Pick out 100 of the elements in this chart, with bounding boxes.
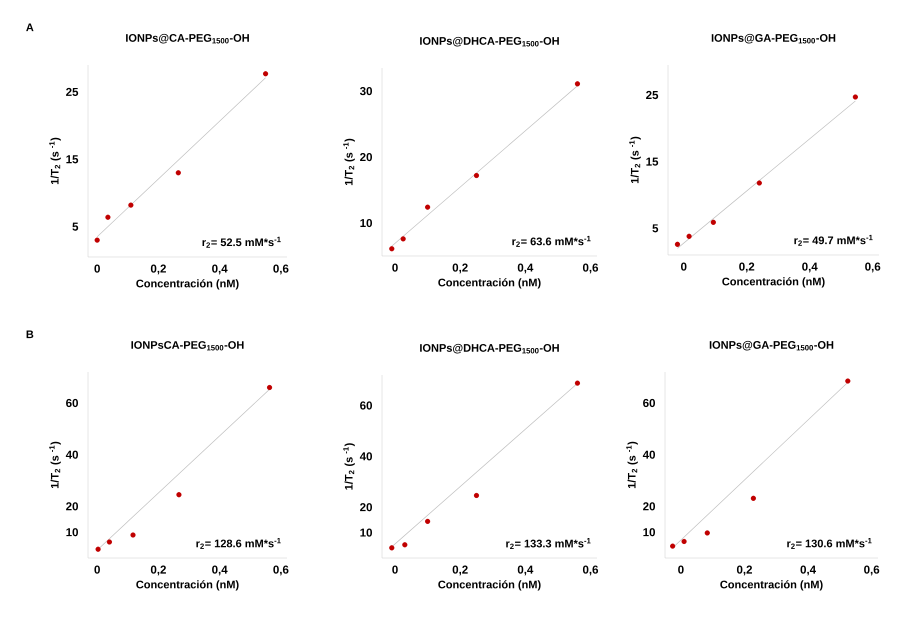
x-tick-label: 0 <box>94 566 100 574</box>
x-tick-label: 0,4 <box>802 262 818 272</box>
y-tick-label: 60 <box>360 401 372 410</box>
x-tick-label: 0,6 <box>582 264 598 274</box>
x-axis-title: Concentración (nM) <box>722 277 825 288</box>
y-tick-label: 10 <box>360 218 372 228</box>
point <box>756 180 762 186</box>
y-tick-label: 40 <box>66 450 78 459</box>
y-tick-label: 10 <box>360 528 372 537</box>
annotation: r$_{2}$= 130.6 mM*s$^{-1}$ <box>787 538 872 549</box>
x-axis-title: Concentración (nM) <box>136 580 239 591</box>
y-tick-label: 10 <box>643 528 656 536</box>
point <box>474 492 480 498</box>
text: B <box>26 330 34 338</box>
point <box>704 530 710 536</box>
point <box>105 214 110 220</box>
x-tick-label: 0 <box>392 264 398 272</box>
point <box>402 542 408 548</box>
point <box>106 539 112 545</box>
point <box>130 532 136 538</box>
chart-title: IONPsCA-PEG$_{1500}$-OH <box>131 341 244 350</box>
y-tick-label: 30 <box>360 87 372 96</box>
x-tick-label: 0,2 <box>452 264 468 274</box>
annotation: r$_{2}$= 133.3 mM*s$^{-1}$ <box>506 538 591 549</box>
annotation: r$_{2}$= 128.6 mM*s$^{-1}$ <box>196 538 281 549</box>
y-tick-label: 15 <box>646 158 658 166</box>
point <box>262 71 268 76</box>
point <box>389 246 394 252</box>
y-tick-label: 25 <box>66 88 78 96</box>
y-tick-label: 15 <box>66 155 78 164</box>
x-tick-label: 0,4 <box>518 264 534 274</box>
x-tick-label: 0,6 <box>864 566 880 576</box>
x-tick-label: 0,2 <box>739 262 754 272</box>
x-tick-label: 0,6 <box>582 566 598 576</box>
point <box>94 238 100 243</box>
y-tick-label: 40 <box>360 452 372 460</box>
y-tick-label: 20 <box>643 502 656 510</box>
annotation: r$_{2}$= 63.6 mM*s$^{-1}$ <box>512 236 591 247</box>
x-tick-label: 0,4 <box>518 566 534 576</box>
point <box>710 220 716 225</box>
y-axis-title: 1/T$_{2}$ (s $^{-1}$) <box>629 136 641 184</box>
y-axis-title: 1/T$_{2}$ (s $^{-1}$) <box>49 442 61 488</box>
point <box>266 384 272 390</box>
y-tick-label: 60 <box>643 398 656 408</box>
point <box>425 204 430 210</box>
y-tick-label: 5 <box>652 224 658 232</box>
x-tick-label: 0 <box>681 262 686 271</box>
annotation: r$_{2}$= 52.5 mM*s$^{-1}$ <box>202 236 281 248</box>
x-tick-label: 0,6 <box>865 262 880 272</box>
point <box>96 546 101 552</box>
x-tick-label: 0 <box>392 566 398 574</box>
x-tick-label: 0 <box>94 264 100 273</box>
x-tick-label: 0,4 <box>212 264 228 274</box>
y-tick-label: 60 <box>66 398 78 408</box>
point <box>574 81 580 86</box>
y-axis-title: 1/T$_{2}$ (s $^{-1}$) <box>49 138 61 184</box>
y-axis-title: 1/T$_{2}$ (s $^{-1}$) <box>626 442 638 488</box>
point <box>400 236 406 242</box>
point <box>425 518 430 524</box>
y-tick-label: 20 <box>360 503 372 512</box>
x-tick-label: 0,6 <box>273 264 288 274</box>
x-tick-label: 0,4 <box>212 566 228 576</box>
chart-title: IONPs@GA-PEG$_{1500}$-OH <box>712 34 836 44</box>
x-axis-title: Concentración (nM) <box>136 279 239 290</box>
point <box>674 242 680 247</box>
point <box>852 94 858 100</box>
x-axis-title: Concentración (nM) <box>720 580 823 591</box>
x-tick-label: 0,2 <box>736 566 752 576</box>
point <box>574 380 580 386</box>
x-tick-label: 0,4 <box>800 566 816 576</box>
point <box>750 496 756 501</box>
text: A <box>26 24 34 32</box>
y-axis-title: 1/T$_{2}$ (s $^{-1}$) <box>343 443 355 490</box>
point <box>845 378 850 384</box>
y-tick-label: 20 <box>360 152 372 162</box>
chart-title: IONPs@DHCA-PEG$_{1500}$-OH <box>420 344 559 354</box>
x-tick-label: 0 <box>678 566 684 574</box>
y-tick-label: 40 <box>642 450 656 459</box>
chart-title: IONPs@CA-PEG$_{1500}$-OH <box>126 34 249 44</box>
point <box>686 234 692 239</box>
point <box>176 170 181 176</box>
chart-title: IONPs@GA-PEG$_{1500}$-OH <box>710 340 834 350</box>
y-tick-label: 5 <box>72 222 78 231</box>
point <box>389 545 394 550</box>
x-tick-label: 0,2 <box>150 566 166 576</box>
x-tick-label: 0,2 <box>452 566 468 576</box>
x-axis-title: Concentración (nM) <box>438 580 541 591</box>
point <box>128 202 134 208</box>
y-axis-title: 1/T$_{2}$ (s $^{-1}$) <box>343 138 355 186</box>
point <box>176 492 182 498</box>
y-tick-label: 20 <box>66 502 78 510</box>
point <box>670 544 676 549</box>
y-tick-label: 10 <box>66 528 78 536</box>
x-tick-label: 0,6 <box>273 566 288 576</box>
annotation: r$_{2}$= 49.7 mM*s$^{-1}$ <box>794 234 873 246</box>
chart-title: IONPs@DHCA-PEG$_{1500}$-OH <box>420 36 559 46</box>
point <box>681 538 687 544</box>
point <box>474 172 480 178</box>
x-tick-label: 0,2 <box>150 264 166 274</box>
y-tick-label: 25 <box>646 90 658 100</box>
